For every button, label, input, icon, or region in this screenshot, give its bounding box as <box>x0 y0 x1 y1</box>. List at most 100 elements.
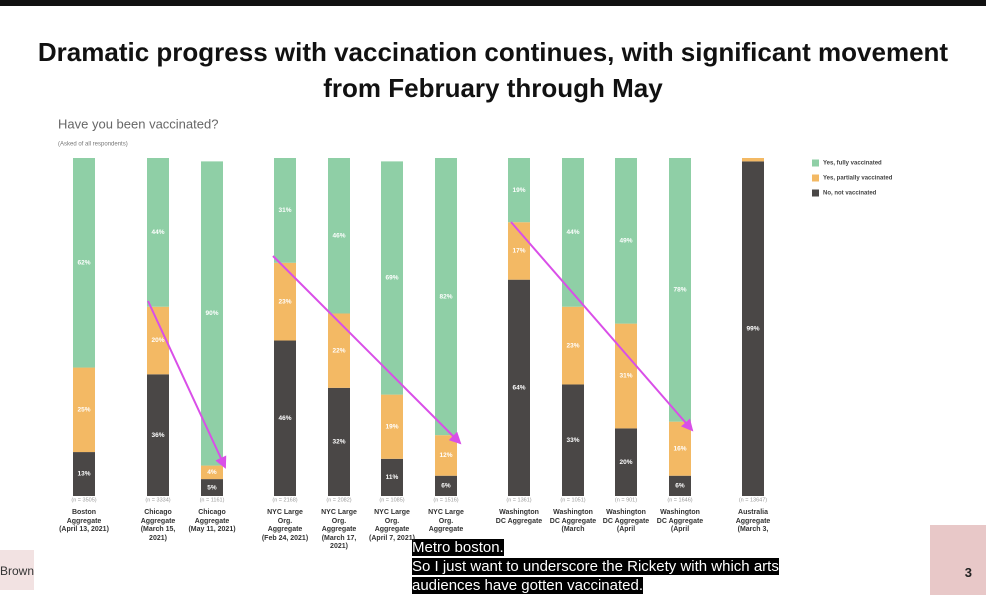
sample-size: (n = 3505) <box>71 497 96 503</box>
annotation-arrow <box>147 300 227 469</box>
bar-segment <box>147 374 169 496</box>
bar-segment <box>381 161 403 395</box>
value-label: 64% <box>512 385 525 392</box>
value-label: 22% <box>332 347 345 354</box>
value-label: 6% <box>675 483 685 490</box>
sample-size: (n = 1516) <box>433 497 458 503</box>
value-label: 4% <box>207 469 217 476</box>
value-label: 62% <box>77 259 90 266</box>
top-bar <box>0 0 986 6</box>
bar-segment <box>562 384 584 496</box>
bar-segment <box>669 421 691 476</box>
bar-segment <box>147 158 169 307</box>
bar-segment <box>435 475 457 496</box>
captions: Metro boston. So I just want to underscor… <box>412 538 798 595</box>
bar-segment <box>742 161 764 496</box>
value-label: 20% <box>151 337 164 344</box>
category-label: NYC Large Org. Aggregate (April 7, 2021) <box>369 509 415 542</box>
sample-size: (n = 1646) <box>667 497 692 503</box>
caption-text: So I just want to underscore the Rickety… <box>412 558 779 594</box>
bar-segment <box>201 465 223 480</box>
bar-segment <box>328 158 350 314</box>
bar-segment <box>274 158 296 263</box>
caption-text: Metro boston. <box>412 539 504 556</box>
sample-size: (n = 1085) <box>379 497 404 503</box>
value-label: 36% <box>151 432 164 439</box>
bar-segment <box>562 158 584 307</box>
bar-segment <box>742 158 764 162</box>
bar-segment <box>201 161 223 466</box>
sample-size: (n = 13647) <box>739 497 767 503</box>
subtitle: Have you been vaccinated? <box>58 116 218 131</box>
value-label: 32% <box>332 439 345 446</box>
annotation-arrow <box>510 221 694 432</box>
value-label: 12% <box>439 452 452 459</box>
annotation-arrow <box>272 255 462 445</box>
value-label: 16% <box>673 445 686 452</box>
caption-line: So I just want to underscore the Rickety… <box>412 557 798 595</box>
bar-segment <box>328 313 350 388</box>
value-label: 46% <box>332 232 345 239</box>
legend-swatch <box>812 189 819 197</box>
caption-line: Metro boston. <box>412 538 798 557</box>
bar-segment <box>508 158 530 223</box>
bar-segment <box>435 435 457 476</box>
bar-segment <box>562 306 584 385</box>
value-label: 69% <box>385 275 398 282</box>
slide-title: Dramatic progress with vaccination conti… <box>37 37 949 103</box>
value-label: 17% <box>512 248 525 255</box>
bar-segment <box>201 479 223 496</box>
category-label: Chicago Aggregate (March 15, 2021) <box>140 509 176 542</box>
value-label: 78% <box>673 287 686 294</box>
legend-label: Yes, fully vaccinated <box>823 161 882 167</box>
value-label: 6% <box>441 483 451 490</box>
bar-segment <box>615 158 637 324</box>
value-label: 31% <box>278 207 291 214</box>
bar-segment <box>615 323 637 429</box>
value-label: 49% <box>619 238 632 245</box>
value-label: 25% <box>77 407 90 414</box>
sample-size: (n = 901) <box>615 497 637 503</box>
bar-segment <box>147 306 169 375</box>
bar-segment <box>73 158 95 368</box>
value-label: 11% <box>386 474 399 481</box>
value-label: 82% <box>439 293 452 300</box>
value-label: 44% <box>566 229 579 236</box>
category-label: Chicago Aggregate (May 11, 2021) <box>188 509 236 533</box>
sample-size: (n = 1051) <box>560 497 585 503</box>
bar-segment <box>328 387 350 496</box>
bar-segment <box>274 340 296 496</box>
value-label: 13% <box>77 471 90 478</box>
value-label: 19% <box>385 423 398 430</box>
value-label: 46% <box>278 415 291 422</box>
thumbnail: 3 <box>930 525 986 595</box>
bar-segment <box>615 428 637 496</box>
value-label: 31% <box>619 373 632 380</box>
legend-label: No, not vaccinated <box>823 191 877 197</box>
page-number: 3 <box>964 565 972 580</box>
value-label: 20% <box>619 459 632 466</box>
value-label: 33% <box>566 437 579 444</box>
category-label: Boston Aggregate (April 13, 2021) <box>59 509 109 533</box>
sample-size: (n = 1361) <box>506 497 531 503</box>
sample-size: (n = 3334) <box>145 497 170 503</box>
category-label: Washington DC Aggregate (March <box>549 509 597 533</box>
sample-size: (n = 1161) <box>200 497 225 503</box>
sample-size: (n = 2082) <box>326 497 351 503</box>
value-label: 5% <box>207 484 217 491</box>
value-label: 23% <box>278 298 291 305</box>
category-label: Washington DC Aggregate (April <box>602 509 650 533</box>
bar-segment <box>381 458 403 496</box>
category-label: Washington DC Aggregate (April <box>656 509 704 533</box>
sample-size: (n = 2168) <box>272 497 297 503</box>
legend-label: Yes, partially vaccinated <box>823 176 893 182</box>
category-label: NYC Large Org. Aggregate <box>428 509 464 533</box>
side-panel: Brown <box>0 550 34 590</box>
bar-segment <box>73 367 95 453</box>
side-label: Brown <box>0 564 34 578</box>
value-label: 19% <box>512 187 525 194</box>
bar-segment <box>435 158 457 436</box>
value-label: 44% <box>151 229 164 236</box>
